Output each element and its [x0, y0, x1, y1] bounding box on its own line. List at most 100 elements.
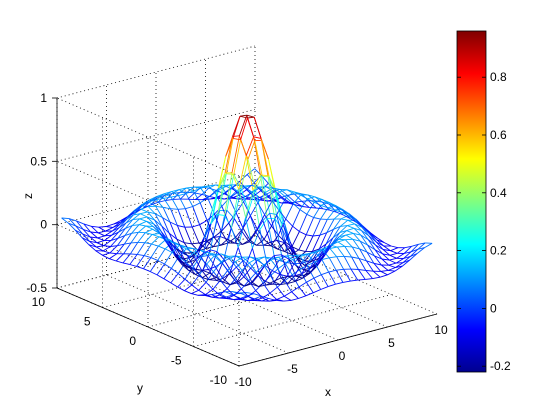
mesh-segment	[311, 235, 321, 252]
mesh-segment	[103, 240, 112, 247]
mesh-segment	[257, 202, 265, 215]
mesh-segment	[61, 217, 69, 224]
mesh-segment	[335, 269, 344, 283]
mesh-segment	[198, 240, 207, 244]
mesh-segment	[338, 234, 347, 238]
mesh-segment	[165, 193, 173, 201]
mesh-segment	[234, 270, 243, 280]
x-axis-label: x	[325, 385, 331, 399]
mesh-segment	[219, 288, 228, 296]
mesh-segment	[220, 231, 229, 244]
mesh-segment	[163, 196, 172, 199]
mesh-segment	[117, 243, 125, 247]
mesh-segment	[145, 225, 154, 228]
mesh-segment	[116, 260, 124, 264]
mesh-segment	[187, 191, 195, 194]
mesh-segment	[268, 176, 277, 215]
mesh-segment	[139, 216, 148, 220]
mesh-segment	[136, 265, 144, 270]
mesh-segment	[294, 273, 303, 282]
mesh-segment	[315, 200, 323, 203]
mesh-segment	[125, 219, 134, 229]
mesh-segment	[299, 231, 307, 236]
mesh-segment	[273, 280, 281, 286]
mesh-segment	[140, 213, 148, 218]
mesh-segment	[313, 289, 321, 294]
mesh-segment	[199, 197, 208, 204]
mesh-segment	[245, 136, 255, 156]
mesh-segment	[273, 277, 282, 282]
mesh-segment	[116, 235, 126, 246]
mesh-segment	[165, 198, 173, 201]
mesh-segment	[109, 258, 117, 262]
mesh-segment	[184, 278, 193, 286]
mesh-segment	[170, 208, 178, 226]
mesh-segment	[145, 232, 153, 235]
mesh-segment	[169, 221, 178, 240]
mesh-segment	[264, 256, 272, 259]
mesh-segment	[178, 193, 187, 197]
mesh-segment	[325, 229, 334, 245]
mesh-segment	[314, 198, 322, 203]
mesh-segment	[117, 235, 125, 239]
mesh-segment	[221, 253, 230, 259]
mesh-segment	[366, 260, 375, 264]
mesh-segment	[209, 190, 217, 197]
mesh-segment	[175, 248, 184, 254]
mesh-segment	[313, 277, 322, 290]
mesh-segment	[98, 226, 107, 228]
mesh-segment	[206, 220, 215, 238]
mesh-segment	[237, 267, 246, 282]
mesh-segment	[388, 262, 397, 266]
mesh-segment	[218, 292, 227, 298]
mesh-segment	[213, 236, 222, 246]
mesh-segment	[261, 140, 269, 160]
mesh-segment	[366, 251, 375, 257]
mesh-segment	[249, 215, 258, 230]
mesh-segment	[140, 211, 148, 215]
mesh-segment	[233, 295, 242, 300]
mesh-segment	[291, 249, 300, 255]
mesh-segment	[210, 249, 218, 253]
mesh-segment	[376, 239, 385, 247]
mesh-segment	[138, 220, 147, 226]
mesh-segment	[247, 290, 256, 297]
mesh-segment	[235, 227, 244, 238]
mesh-segment	[228, 212, 237, 224]
mesh-segment	[96, 246, 104, 252]
mesh-segment	[230, 270, 238, 282]
mesh-segment	[283, 291, 292, 297]
mesh-segment	[228, 258, 237, 268]
mesh-segment	[144, 242, 152, 245]
mesh-segment	[305, 217, 315, 235]
mesh-segment	[158, 239, 166, 247]
mesh-segment	[83, 228, 91, 233]
mesh-segment	[389, 257, 397, 261]
colorbar: -0.2 0 0.2 0.4 0.6 0.8	[456, 30, 511, 373]
x-axis-ticks: -10 -5 0 5 10	[234, 323, 448, 389]
mesh-segment	[417, 247, 425, 250]
mesh-segment	[351, 246, 360, 259]
mesh-segment	[384, 242, 392, 247]
mesh-segment	[178, 256, 186, 263]
mesh-segment	[291, 286, 300, 293]
mesh-segment	[294, 200, 302, 203]
mesh-segment	[156, 274, 165, 280]
y-axis-label: y	[137, 381, 143, 395]
mesh-segment	[163, 278, 172, 284]
mesh-segment	[269, 213, 278, 241]
mesh-segment	[191, 289, 199, 295]
y-tick-label: -10	[210, 373, 228, 387]
mesh-segment	[143, 255, 152, 259]
mesh-segment	[212, 294, 220, 298]
mesh-segment	[306, 277, 315, 283]
mesh-segment	[381, 258, 390, 261]
mesh-segment	[188, 258, 197, 269]
mesh-segment	[410, 243, 419, 253]
mesh-segment	[320, 286, 329, 290]
mesh-segment	[199, 220, 208, 226]
mesh-segment	[162, 207, 171, 223]
mesh-segment	[247, 140, 256, 160]
mesh-segment	[106, 226, 113, 228]
mesh-segment	[293, 254, 301, 256]
